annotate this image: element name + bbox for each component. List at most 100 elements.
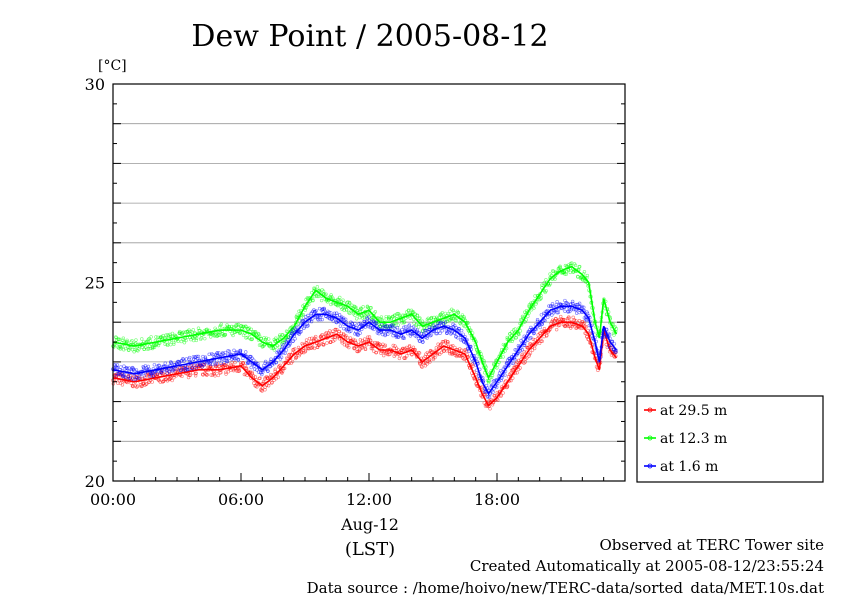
sample-point xyxy=(239,361,243,365)
sample-point xyxy=(415,313,419,317)
sample-point xyxy=(457,327,461,331)
sample-point xyxy=(470,362,475,366)
sample-point xyxy=(145,347,150,351)
sample-point xyxy=(297,353,301,358)
sample-point xyxy=(407,344,412,348)
sample-point xyxy=(236,322,241,327)
sample-point xyxy=(402,325,406,329)
sample-point xyxy=(270,380,274,385)
sample-point xyxy=(193,363,197,367)
sample-point xyxy=(417,351,422,355)
sample-point xyxy=(417,360,422,364)
footer-site: Observed at TERC Tower site xyxy=(599,536,824,554)
sample-point xyxy=(390,324,394,328)
sample-point xyxy=(394,321,399,325)
sample-point xyxy=(293,347,297,351)
sample-point xyxy=(511,337,515,341)
sample-point xyxy=(157,363,161,368)
sample-point xyxy=(168,369,172,374)
sample-point xyxy=(585,273,590,278)
sample-point xyxy=(380,322,384,327)
sample-point xyxy=(231,333,235,338)
sample-point xyxy=(245,335,249,340)
sample-point xyxy=(425,336,429,340)
sample-point xyxy=(427,357,432,362)
sample-point xyxy=(257,332,261,337)
sample-point xyxy=(396,335,401,339)
sample-point xyxy=(453,345,457,350)
sample-point xyxy=(437,315,441,320)
sample-point xyxy=(498,369,503,373)
sample-point xyxy=(358,338,363,342)
sample-point xyxy=(253,330,258,334)
legend-label: at 29.5 m xyxy=(660,403,727,419)
sample-point xyxy=(584,325,588,329)
sample-point xyxy=(429,350,433,354)
sample-point xyxy=(431,323,436,327)
sample-point xyxy=(335,303,339,307)
sample-point xyxy=(568,309,572,314)
sample-point xyxy=(150,380,154,384)
sample-point xyxy=(490,373,495,378)
sample-point xyxy=(341,306,345,310)
sample-point xyxy=(552,319,556,323)
sample-point xyxy=(451,308,456,313)
sample-point xyxy=(140,337,144,341)
sample-point xyxy=(528,351,533,355)
sample-point xyxy=(317,343,321,348)
sample-point xyxy=(163,361,167,365)
sample-point xyxy=(328,329,332,333)
sample-point xyxy=(405,354,409,358)
sample-point xyxy=(120,344,125,349)
sample-point xyxy=(374,350,379,355)
sample-point xyxy=(340,341,344,345)
sample-point xyxy=(614,350,618,354)
sample-point xyxy=(116,337,120,341)
x-date-label: Aug-12 xyxy=(340,515,399,534)
sample-point xyxy=(520,348,525,352)
sample-point xyxy=(126,376,131,381)
sample-point xyxy=(443,320,448,324)
sample-point xyxy=(303,324,307,329)
sample-point xyxy=(358,331,362,335)
sample-point xyxy=(314,337,318,341)
sample-point xyxy=(118,381,123,386)
legend-box xyxy=(636,395,824,483)
sample-point xyxy=(249,365,253,370)
sample-point xyxy=(237,368,242,373)
sample-point xyxy=(301,343,305,347)
sample-point xyxy=(416,325,421,329)
sample-point xyxy=(568,324,572,328)
sample-point xyxy=(241,361,245,365)
sample-point xyxy=(383,332,388,337)
sample-point xyxy=(488,407,492,411)
sample-point xyxy=(533,338,537,342)
sample-point xyxy=(349,329,353,333)
sample-point xyxy=(290,359,295,364)
sample-point xyxy=(151,374,156,378)
sample-point xyxy=(493,394,497,398)
sample-point xyxy=(359,307,364,311)
sample-point xyxy=(504,346,509,351)
sample-point xyxy=(205,372,209,377)
sample-point xyxy=(572,318,577,322)
sample-point xyxy=(353,340,358,344)
sample-point xyxy=(354,330,358,334)
sample-point xyxy=(324,331,329,335)
sample-point xyxy=(358,321,363,326)
sample-point xyxy=(250,337,255,341)
sample-point xyxy=(353,332,357,336)
sample-point xyxy=(333,328,338,332)
sample-point xyxy=(571,268,576,273)
y-tick-label: 20 xyxy=(85,472,105,491)
sample-point xyxy=(217,351,221,355)
sample-point xyxy=(248,370,253,374)
sample-point xyxy=(543,318,547,323)
sample-point xyxy=(255,385,259,389)
footer-created: Created Automatically at 2005-08-12/23:5… xyxy=(470,557,824,575)
sample-point xyxy=(532,346,537,351)
sample-point xyxy=(169,361,174,365)
sample-point xyxy=(515,360,519,364)
sample-point xyxy=(244,366,248,371)
